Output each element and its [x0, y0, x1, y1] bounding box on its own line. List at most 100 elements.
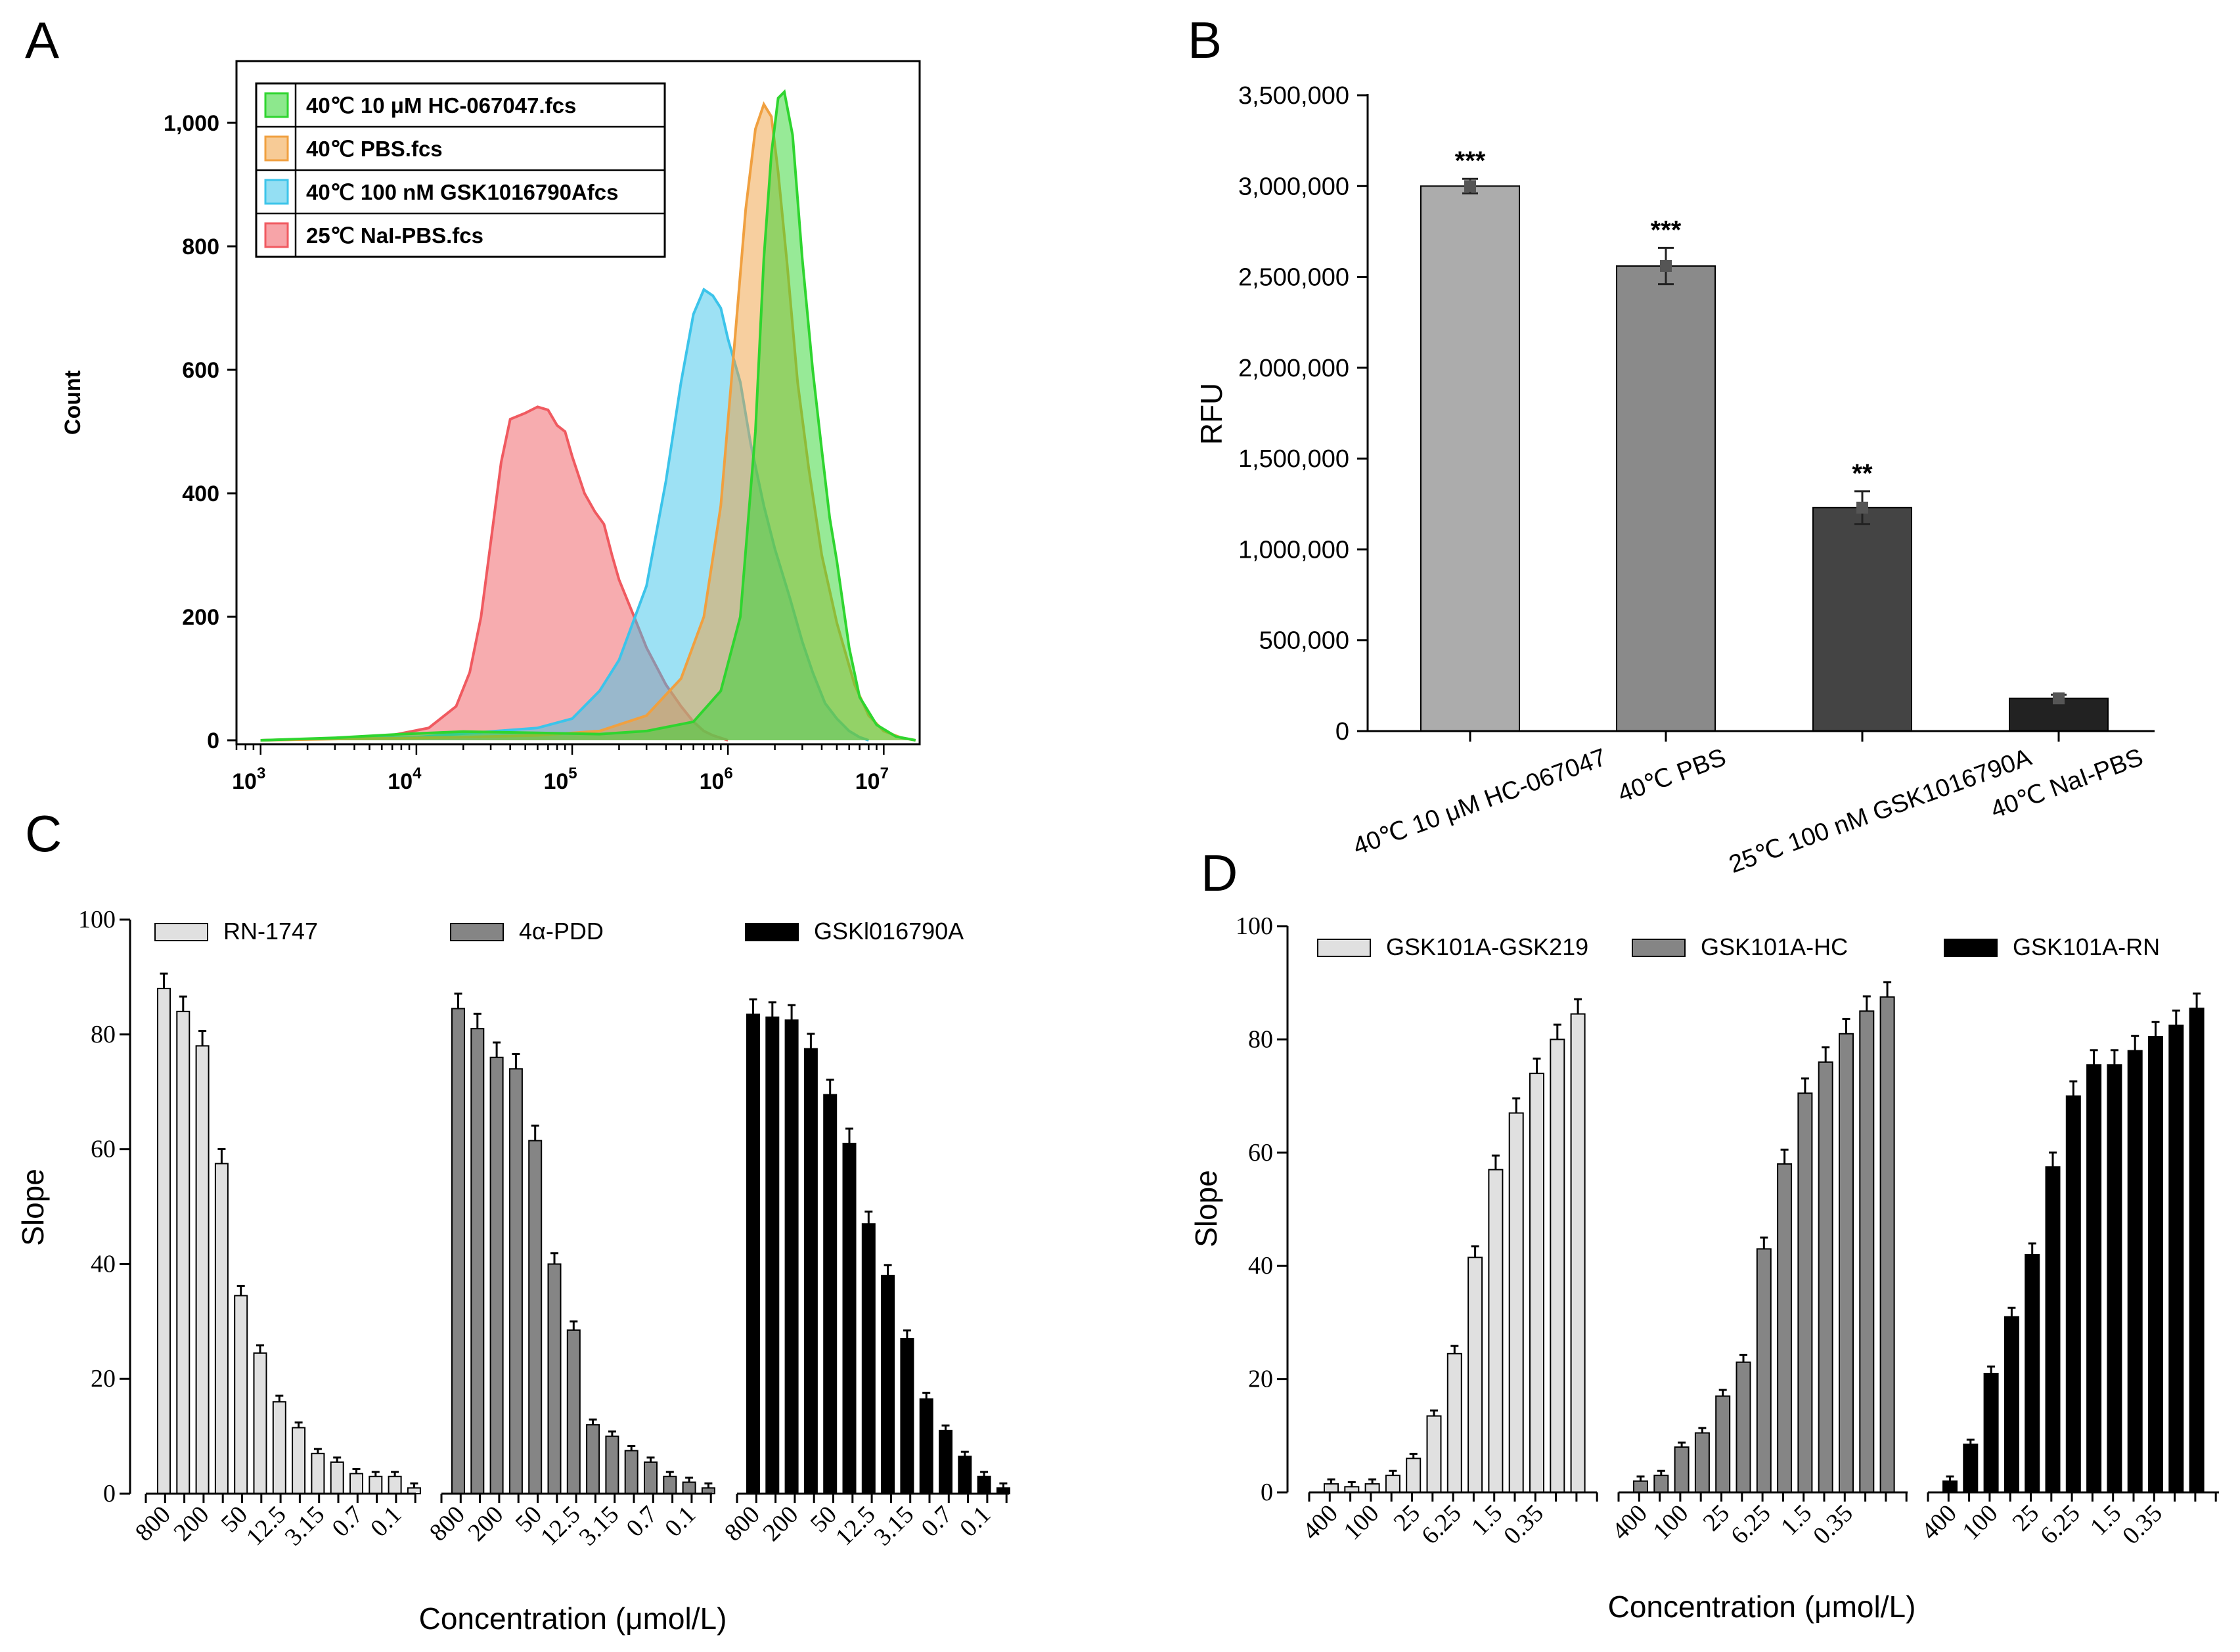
- bar: [508, 1068, 523, 1494]
- panel-a-histogram: 0 200 400 600 800 1,000 103 104 105 106 107 Count…: [60, 60, 921, 794]
- y-tick-label: 0: [207, 728, 219, 753]
- panel-c-bar-chart: RN-1747 4α-PDD GSKl016790A 0 20 40 60 80 100 80…: [16, 906, 1010, 1636]
- x-tick-label: 3.15: [574, 1501, 625, 1552]
- bar: [195, 1045, 210, 1494]
- panel-letter-c: C: [25, 805, 62, 862]
- x-tick-label: 400: [1297, 1500, 1343, 1546]
- y-tick-label: 3,000,000: [1238, 173, 1349, 200]
- x-tick-label: 100: [1647, 1500, 1693, 1546]
- bar: [2025, 1253, 2040, 1493]
- legend-swatch: [450, 923, 504, 941]
- bar: [1859, 1010, 1875, 1494]
- bar: [823, 1094, 838, 1494]
- bar: [1674, 1446, 1690, 1494]
- x-tick-label: 40℃ 10 μM HC-067047: [1349, 744, 1610, 861]
- bar: [958, 1456, 972, 1494]
- x-tick-label: 0.1: [954, 1501, 996, 1542]
- x-axis-label: Concentration (μmol/L): [1608, 1590, 1916, 1624]
- x-tick-label: 12.5: [830, 1501, 881, 1552]
- legend-label: 25℃ NaI-PBS.fcs: [306, 223, 483, 248]
- bar: [369, 1475, 383, 1495]
- bar: [939, 1429, 952, 1495]
- significance-label: ***: [1455, 146, 1486, 175]
- bar: [1406, 1458, 1422, 1494]
- legend-label: GSK101A-HC: [1701, 933, 1848, 960]
- bar: [803, 1048, 818, 1494]
- bar: [605, 1435, 619, 1495]
- bar: [1446, 1352, 1462, 1494]
- bar: [1324, 1483, 1339, 1494]
- x-tick-label: 3.15: [869, 1501, 920, 1552]
- legend-label: 4α-PDD: [519, 918, 604, 945]
- legend-swatch: [1317, 939, 1371, 957]
- bar: [2168, 1024, 2184, 1493]
- y-tick-label: 40: [1248, 1252, 1273, 1280]
- bar: [292, 1427, 306, 1494]
- x-tick-label: 12.5: [241, 1501, 292, 1552]
- bar: [746, 1014, 760, 1494]
- histogram-fill-3: [260, 407, 728, 740]
- bars: [157, 972, 1010, 1495]
- x-tick-label: 6.25: [2035, 1500, 2086, 1550]
- bar: [1488, 1169, 1504, 1494]
- bar: [900, 1338, 914, 1495]
- bar: [1983, 1372, 1999, 1493]
- bar: [919, 1398, 933, 1495]
- legend-swatch: [1632, 939, 1686, 957]
- bar: [1570, 1013, 1586, 1493]
- legend-label: GSKl016790A: [814, 918, 964, 945]
- bar: [176, 1010, 190, 1494]
- histogram-line-0: [260, 89, 916, 742]
- x-tick-label: 106: [700, 765, 733, 794]
- bar: [1942, 1480, 1958, 1494]
- bar: [2065, 1095, 2081, 1493]
- y-tick-label: 60: [91, 1136, 116, 1163]
- legend: GSK101A-GSK219 GSK101A-HC GSK101A-RN: [1317, 933, 2160, 960]
- bar: [2004, 1316, 2019, 1494]
- bar: [1963, 1443, 1979, 1493]
- y-tick-label: 2,500,000: [1238, 264, 1349, 292]
- y-tick-label: 100: [1236, 912, 1273, 940]
- bar: [842, 1142, 857, 1494]
- y-tick-label: 3,500,000: [1238, 82, 1349, 110]
- x-tick-label: 200: [757, 1501, 803, 1547]
- y-tick-label: 20: [91, 1365, 116, 1393]
- x-tick-label: 800: [719, 1501, 765, 1547]
- bar: [1550, 1038, 1565, 1493]
- y-axis: 0 20 40 60 80 100: [78, 906, 131, 1507]
- bar: [586, 1424, 600, 1495]
- x-tick-label: 1.5: [1776, 1500, 1817, 1541]
- y-axis-label: Count: [60, 370, 85, 435]
- panel-b-bar-chart: ******** 0500,0001,000,0001,500,0002,000…: [1194, 82, 2155, 879]
- panel-letter-b: B: [1188, 11, 1222, 69]
- x-tick-label: 800: [424, 1501, 470, 1547]
- x-tick-label: 0.35: [2117, 1500, 2168, 1550]
- bar: [2127, 1050, 2143, 1493]
- bar: [1736, 1361, 1751, 1493]
- x-tick-label: 103: [232, 765, 265, 794]
- y-tick-label: 500,000: [1259, 627, 1349, 655]
- y-axis-label: Slope: [16, 1169, 50, 1246]
- bar: [157, 987, 171, 1494]
- y-tick-label: 100: [78, 906, 116, 933]
- y-tick-label: 80: [91, 1021, 116, 1048]
- significance-label: **: [1852, 459, 1873, 488]
- bar: [566, 1329, 581, 1495]
- x-tick-label: 0.7: [621, 1501, 663, 1542]
- bar: [1818, 1061, 1833, 1493]
- bar: [2148, 1036, 2163, 1493]
- bar: [470, 1028, 485, 1495]
- y-axis: 0 200 400 600 800 1,000: [164, 111, 236, 753]
- x-tick-label: 100: [1338, 1500, 1384, 1546]
- y-tick-label: 0: [1335, 718, 1349, 746]
- y-tick-label: 400: [182, 481, 219, 506]
- bar: [1467, 1257, 1483, 1494]
- bar: [1508, 1112, 1524, 1493]
- x-tick-label: 200: [462, 1501, 508, 1547]
- x-tick-label: 107: [855, 765, 889, 794]
- x-tick-label: 0.35: [1808, 1500, 1858, 1550]
- bar: [1426, 1415, 1442, 1493]
- bar: [1797, 1092, 1813, 1494]
- y-tick-label: 1,500,000: [1238, 445, 1349, 473]
